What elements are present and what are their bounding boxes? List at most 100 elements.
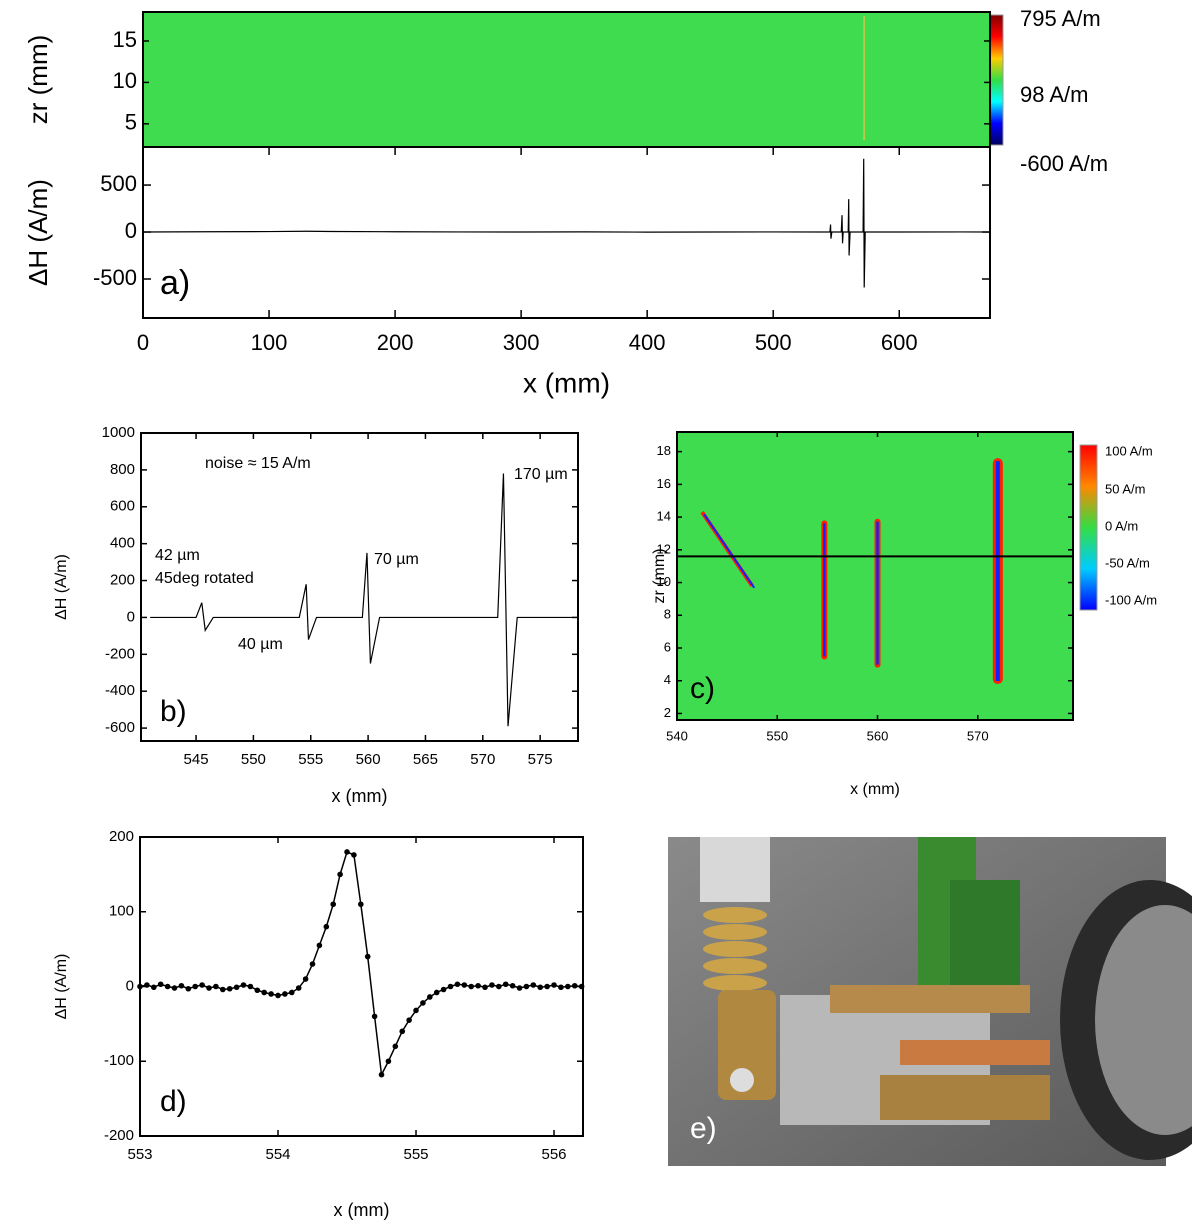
- photo-spring: [703, 907, 767, 991]
- panel: noise ≈ 15 A/m 170 µm 70 µm 42 µm 45deg rota…: [53, 424, 579, 806]
- x-tick-label: 555: [403, 1146, 428, 1163]
- data-point: [523, 983, 530, 990]
- data-point: [309, 961, 316, 967]
- data-point: [530, 982, 537, 988]
- y-tick-label: 14: [657, 509, 671, 524]
- x-tick-label: 100: [251, 330, 288, 355]
- x-axis-label: x (mm): [332, 786, 388, 806]
- x-tick-label: 550: [241, 751, 266, 768]
- data-point: [254, 987, 261, 994]
- data-point: [185, 985, 192, 992]
- data-point: [433, 989, 440, 996]
- data-point: [192, 983, 199, 990]
- data-point: [151, 984, 157, 991]
- data-point: [206, 985, 212, 991]
- y-tick-label: 10: [657, 574, 671, 589]
- y-tick-label: -200: [104, 1127, 134, 1144]
- x-tick-label: 555: [298, 751, 323, 768]
- y-tick-label: -100: [104, 1052, 134, 1069]
- y-tick-label: 400: [110, 535, 135, 552]
- data-point: [220, 986, 226, 993]
- x-tick-label: 540: [666, 728, 688, 743]
- panel: -500 0 500 0 100 200 300 400 500 600 ΔH (A/m) x (mm…: [23, 146, 991, 398]
- field-stripe-core: [863, 19, 865, 138]
- x-tick-label: 553: [127, 1146, 152, 1163]
- x-tick-label: 400: [629, 330, 666, 355]
- field-diagonal-core: [703, 513, 756, 589]
- data-point: [358, 901, 364, 908]
- data-point: [171, 985, 178, 991]
- data-point: [226, 985, 233, 992]
- colorbar-label: 98 A/m: [1020, 82, 1088, 107]
- panel-label: a): [160, 264, 190, 302]
- data-point: [413, 1007, 419, 1014]
- heatmap-background: [143, 12, 990, 147]
- annotation: 42 µm: [155, 547, 200, 564]
- x-axis-label: x (mm): [850, 781, 900, 798]
- data-point: [420, 1000, 426, 1006]
- panel: 795 A/m 98 A/m -600 A/m 5 10 15 zr (mm): [23, 6, 1108, 176]
- data-point: [399, 1028, 406, 1035]
- data-point: [440, 986, 447, 993]
- photo: e): [668, 837, 1192, 1166]
- data-point: [482, 984, 488, 991]
- y-tick-label: -400: [105, 682, 135, 699]
- data-point: [323, 923, 330, 930]
- x-tick-label: 500: [755, 330, 792, 355]
- field-stripe-core: [823, 523, 826, 657]
- y-tick-label: 600: [110, 498, 135, 515]
- x-tick-label: 0: [137, 330, 149, 355]
- annotation: noise ≈ 15 A/m: [205, 455, 311, 472]
- photo-screw: [730, 1068, 754, 1092]
- data-line: [142, 158, 991, 288]
- y-tick-label: 0: [125, 218, 137, 243]
- y-axis-label: zr (mm): [651, 548, 668, 603]
- photo-bracket: [718, 990, 776, 1100]
- photo-brass-lower: [880, 1075, 1050, 1120]
- photo-coil: [900, 1040, 1050, 1065]
- y-tick-label: 0: [126, 977, 134, 994]
- data-point: [537, 984, 544, 991]
- y-axis-label: ΔH (A/m): [53, 554, 70, 620]
- data-point: [475, 982, 481, 989]
- data-point: [392, 1043, 399, 1050]
- annotation: 70 µm: [374, 551, 419, 568]
- x-tick-label: 200: [377, 330, 414, 355]
- y-tick-label: 18: [657, 443, 671, 458]
- data-line: [150, 473, 575, 727]
- panel: 100 A/m 50 A/m 0 A/m -50 A/m -100 A/m 2 4 6 8 10 1…: [651, 431, 1157, 798]
- y-axis-label: ΔH (A/m): [23, 179, 53, 286]
- data-point: [261, 989, 268, 996]
- data-point: [558, 984, 564, 991]
- colorbar-label: 100 A/m: [1105, 443, 1153, 458]
- data-point: [289, 989, 295, 996]
- annotation: 45deg rotated: [155, 570, 254, 587]
- colorbar-label: 0 A/m: [1105, 518, 1138, 533]
- panel-label: b): [160, 695, 187, 728]
- x-tick-label: 575: [528, 751, 553, 768]
- data-point: [247, 983, 254, 990]
- colorbar-label: -100 A/m: [1105, 592, 1157, 607]
- y-tick-label: 200: [110, 572, 135, 589]
- data-point: [330, 901, 337, 908]
- annotation: 40 µm: [238, 636, 283, 653]
- panel-label: d): [160, 1085, 187, 1118]
- data-point: [502, 981, 509, 988]
- x-tick-label: 570: [470, 751, 495, 768]
- y-tick-label: -500: [93, 265, 137, 290]
- data-point: [213, 983, 219, 990]
- y-tick-label: 800: [110, 461, 135, 478]
- colorbar: [989, 14, 1004, 146]
- data-point: [164, 983, 171, 990]
- data-point: [565, 983, 571, 990]
- y-tick-label: 16: [657, 476, 671, 491]
- y-tick-label: 15: [113, 27, 137, 52]
- data-point: [351, 852, 357, 858]
- data-point: [447, 983, 454, 990]
- annotation: 170 µm: [514, 466, 568, 483]
- y-tick-label: 500: [100, 171, 137, 196]
- colorbar-label: 795 A/m: [1020, 6, 1101, 31]
- plot-frame: [676, 431, 1074, 721]
- y-tick-label: 1000: [102, 424, 135, 441]
